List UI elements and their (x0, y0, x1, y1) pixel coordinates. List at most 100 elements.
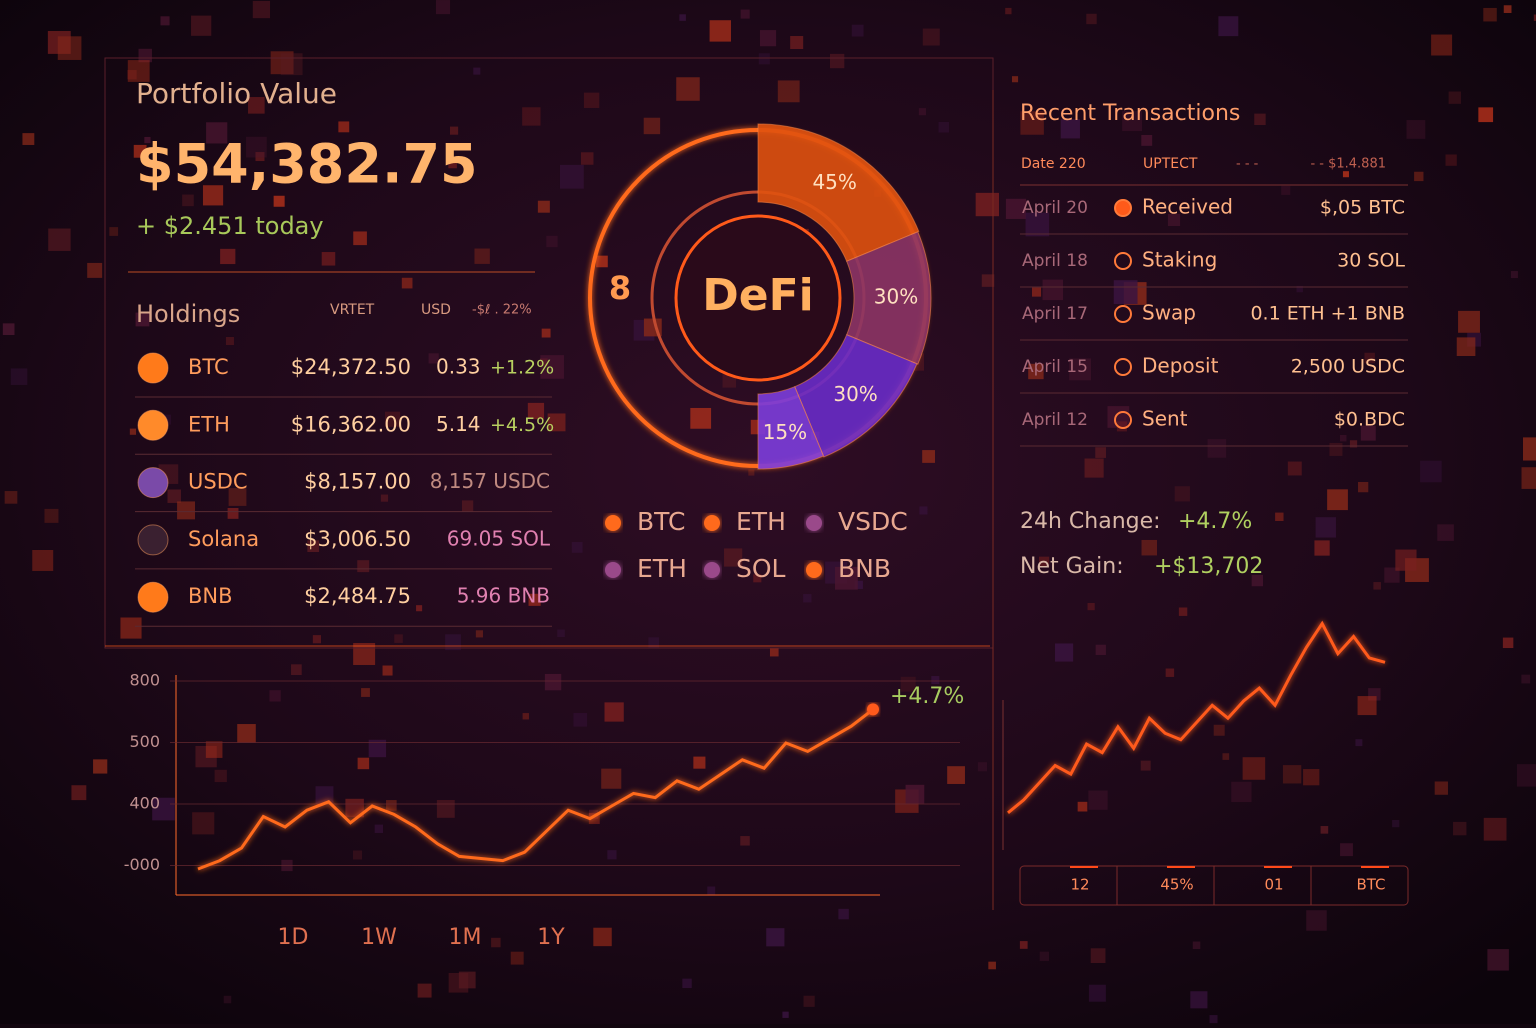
tx-amount: $0.BDC (1334, 409, 1405, 431)
decor-square (473, 67, 481, 75)
decor-square (1207, 439, 1227, 458)
tx-date: April 18 (1022, 251, 1088, 271)
decor-square (1005, 7, 1012, 15)
decor-square (707, 886, 716, 895)
decor-square (1077, 801, 1088, 812)
period-button[interactable]: 1D (278, 925, 309, 950)
legend-dot (605, 562, 621, 578)
decor-square (353, 643, 376, 665)
decor-square (315, 786, 334, 805)
decor-square (790, 36, 804, 50)
decor-square (1060, 119, 1080, 139)
decor-square (922, 450, 935, 463)
decor-square (1478, 107, 1494, 123)
decor-square (225, 336, 234, 346)
asset-name: BTC (188, 355, 229, 379)
decor-square (237, 724, 256, 743)
tx-type: Deposit (1142, 354, 1219, 378)
footer-label: 12 (1070, 876, 1089, 894)
decor-square (1358, 482, 1369, 493)
decor-square (475, 630, 483, 638)
decor-square (1360, 425, 1376, 441)
decor-square (1251, 574, 1263, 587)
decor-square (1456, 337, 1476, 357)
decor-square (1222, 753, 1230, 760)
decor-square (448, 159, 457, 169)
portfolio-value: $54,382.75 (136, 133, 478, 196)
decor-square (1020, 111, 1044, 135)
asset-usd: $24,372.50 (291, 355, 411, 379)
decor-square (401, 277, 413, 289)
decor-square (4, 491, 18, 504)
decor-square (1084, 458, 1104, 478)
asset-icon (137, 352, 169, 384)
decor-square (182, 194, 194, 207)
decor-square (1281, 185, 1291, 195)
decor-square (1213, 724, 1225, 736)
decor-square (1209, 1015, 1218, 1024)
decor-square (540, 355, 564, 379)
decor-square (740, 9, 750, 19)
asset-name: ETH (188, 412, 230, 436)
period-button[interactable]: 1M (449, 925, 482, 950)
footer-label: 01 (1264, 876, 1283, 894)
decor-square (1327, 489, 1348, 511)
decor-square (135, 312, 150, 327)
decor-square (648, 637, 660, 648)
decor-square (353, 850, 363, 860)
decor-square (1373, 582, 1381, 590)
decor-square (248, 97, 265, 114)
decor-square (537, 200, 550, 213)
asset-icon (137, 409, 169, 441)
decor-square (981, 274, 995, 287)
decor-square (1042, 279, 1064, 301)
decor-square (758, 53, 770, 65)
decor-square (255, 152, 265, 162)
donut-center-label: DeFi (702, 270, 814, 321)
decor-square (975, 192, 1000, 217)
decor-square (1275, 512, 1284, 522)
decor-square (918, 108, 926, 116)
decor-square (1510, 271, 1518, 279)
transactions-header: - - $1.4.881 (1310, 157, 1386, 172)
decor-square (1453, 821, 1467, 836)
legend-label: ETH (637, 554, 687, 583)
decor-square (191, 15, 212, 36)
stat-label: Net Gain: (1020, 554, 1124, 579)
decor-square (2, 323, 15, 336)
decor-square (32, 549, 54, 571)
decor-square (1296, 285, 1303, 293)
decor-square (246, 136, 267, 158)
decor-square (1342, 171, 1349, 178)
decor-square (588, 813, 600, 824)
tx-amount: 0.1 ETH +1 BNB (1250, 303, 1405, 325)
decor-square (167, 489, 181, 503)
period-button[interactable]: 1Y (537, 925, 565, 950)
decor-square (522, 107, 541, 126)
legend-label: SOL (736, 554, 786, 583)
decor-square (1392, 819, 1400, 828)
line-series (197, 708, 874, 871)
decor-square (474, 248, 490, 264)
decor-square (380, 494, 389, 502)
decor-square (223, 995, 232, 1004)
decor-square (1349, 440, 1358, 448)
footer-label: BTC (1356, 876, 1385, 894)
decor-square (1487, 949, 1509, 971)
decor-square (291, 664, 302, 675)
decor-square (312, 635, 322, 644)
decor-square (202, 185, 224, 206)
period-button[interactable]: 1W (361, 925, 397, 950)
decor-square (1287, 461, 1302, 476)
decor-square (1357, 696, 1377, 716)
decor-square (1282, 765, 1302, 784)
decor-square (461, 500, 474, 512)
footer-label: 45% (1160, 876, 1193, 894)
donut-segment (846, 231, 932, 365)
decor-square (510, 951, 524, 965)
tx-date: April 17 (1022, 304, 1088, 324)
decor-square (1019, 941, 1028, 949)
decor-square (382, 665, 393, 676)
y-tick-label: -000 (124, 855, 160, 874)
